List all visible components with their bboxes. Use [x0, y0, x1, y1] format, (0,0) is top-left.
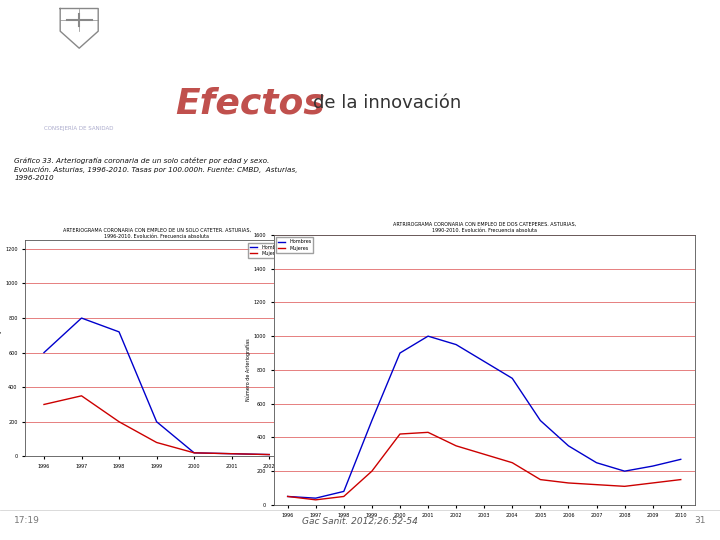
- Text: Gac Sanit. 2012;26:52-54: Gac Sanit. 2012;26:52-54: [302, 516, 418, 525]
- Y-axis label: Número de Arteriografías: Número de Arteriografías: [246, 339, 251, 401]
- Title: ARTERIOGRAMA CORONARIA CON EMPLEO DE UN SOLO CATETER. ASTURIAS,
1996-2010. Evolu: ARTERIOGRAMA CORONARIA CON EMPLEO DE UN …: [63, 227, 251, 239]
- Y-axis label: Número de arteriografías: Número de arteriografías: [0, 317, 2, 380]
- Text: Gráfico 35. Arteriografía coronaria con dos catéteres. Evolución. Asturias,
1996: Gráfico 35. Arteriografía coronaria con …: [295, 246, 562, 261]
- Text: Innovación Sanitaria, 2015: Innovación Sanitaria, 2015: [173, 21, 402, 36]
- Text: CONSEJERÍA DE SANIDAD: CONSEJERÍA DE SANIDAD: [45, 125, 114, 131]
- Text: de la innovación: de la innovación: [313, 94, 461, 112]
- Text: 17:19: 17:19: [14, 516, 40, 525]
- Text: PRINCIPADO DE ASTURIAS: PRINCIPADO DE ASTURIAS: [28, 94, 130, 100]
- Legend: Hombres, Mujeres: Hombres, Mujeres: [248, 243, 286, 258]
- Title: ARTRIROGRAMA CORONARIA CON EMPLEO DE DOS CATEPERES. ASTURIAS,
1990-2010. Evoluci: ARTRIROGRAMA CORONARIA CON EMPLEO DE DOS…: [392, 222, 576, 233]
- Text: Gráfico 33. Arteriografía coronaria de un solo catéter por edad y sexo.
Evolució: Gráfico 33. Arteriografía coronaria de u…: [14, 157, 298, 181]
- Text: 31: 31: [694, 516, 706, 525]
- Text: Efectos: Efectos: [175, 86, 325, 120]
- Text: GOBIERNO DEL: GOBIERNO DEL: [50, 79, 109, 85]
- Legend: Hombres, Mujeres: Hombres, Mujeres: [276, 238, 313, 253]
